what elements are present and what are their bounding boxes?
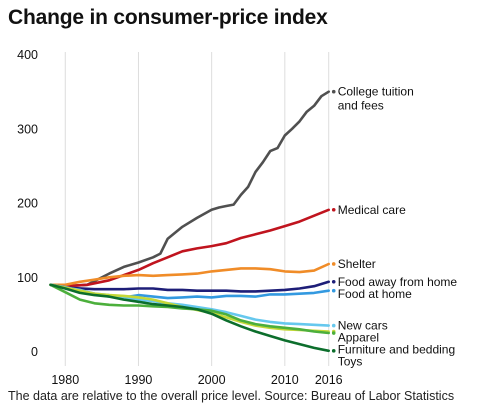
series-label-medical-care: Medical care [338,203,406,217]
x-tick-label-2016: 2016 [315,373,343,387]
y-tick-label-100: 100 [17,271,38,285]
series-line-food-away-from-home [49,280,330,293]
y-tick-label-0: 0 [31,345,38,359]
x-tick-label-1980: 1980 [51,373,79,387]
series-label-shelter: Shelter [338,257,376,271]
series-label-college-tuition-and-fees: College tuition and fees [338,85,414,113]
y-tick-label-200: 200 [17,197,38,211]
x-tick-label-2010: 2010 [271,373,299,387]
series-end-dot-food-away-from-home [331,279,336,284]
x-tick-label-2000: 2000 [198,373,226,387]
chart-title: Change in consumer-price index [8,6,328,29]
series-end-dot-food-at-home [331,288,336,293]
series-end-dot-new-cars [331,323,336,328]
series-line-college-tuition-and-fees [49,90,330,288]
series-label-apparel: Apparel [338,331,379,345]
series-line-medical-care [49,208,330,288]
series-label-furniture-and-bedding: Furniture and bedding [338,343,455,357]
series-line-shelter [49,262,330,287]
series-end-dot-furniture-and-bedding [331,331,336,335]
series-label-toys: Toys [338,355,363,369]
series-end-dot-shelter [331,262,336,266]
series-end-dot-college-tuition-and-fees [331,89,336,94]
series-label-food-at-home: Food at home [338,287,412,301]
series-end-dot-medical-care [331,207,336,212]
x-tick-label-1990: 1990 [125,373,153,387]
series-label-new-cars: New cars [338,319,388,333]
series-label-food-away-from-home: Food away from home [338,275,458,289]
chart-source-note: The data are relative to the overall pri… [8,389,455,403]
y-tick-label-300: 300 [17,122,38,136]
series-line-toys [49,283,330,353]
y-tick-label-400: 400 [17,48,38,62]
series-end-dot-toys [331,349,336,353]
